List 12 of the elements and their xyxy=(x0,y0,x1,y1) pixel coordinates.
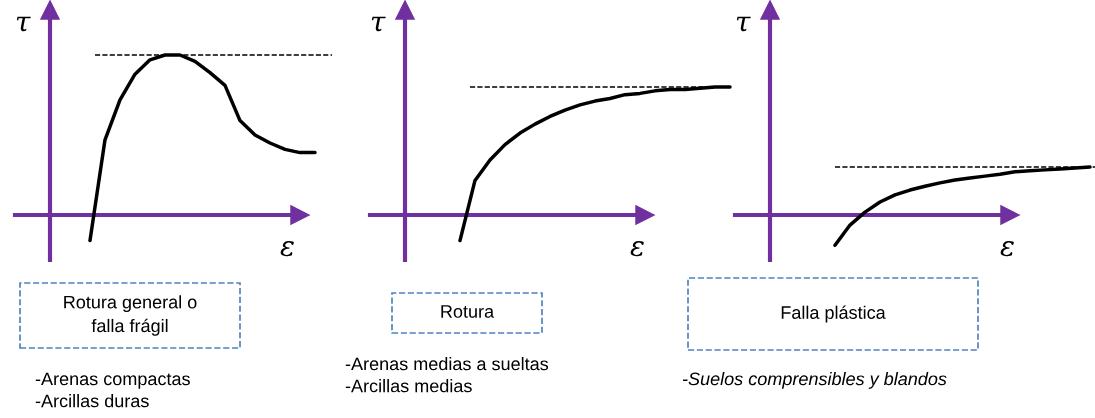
text: -Arenas medias a sueltas -Arcillas medias xyxy=(345,357,549,393)
text: Rotura xyxy=(441,305,495,318)
y-axis-title: τ xyxy=(16,16,31,32)
x-axis-title: ε xyxy=(630,241,644,257)
y-axis-title: τ xyxy=(371,16,386,32)
text: Rotura general o falla frágil xyxy=(64,295,197,336)
text: Falla plástica xyxy=(781,305,886,323)
x-axis-title: ε xyxy=(280,241,294,257)
x-axis-title: ε xyxy=(1000,241,1014,257)
text: -Arenas compactas -Arcillas duras xyxy=(35,372,190,408)
text: -Suelos comprensibles y blandos xyxy=(682,372,947,389)
y-axis-title: τ xyxy=(736,16,751,32)
